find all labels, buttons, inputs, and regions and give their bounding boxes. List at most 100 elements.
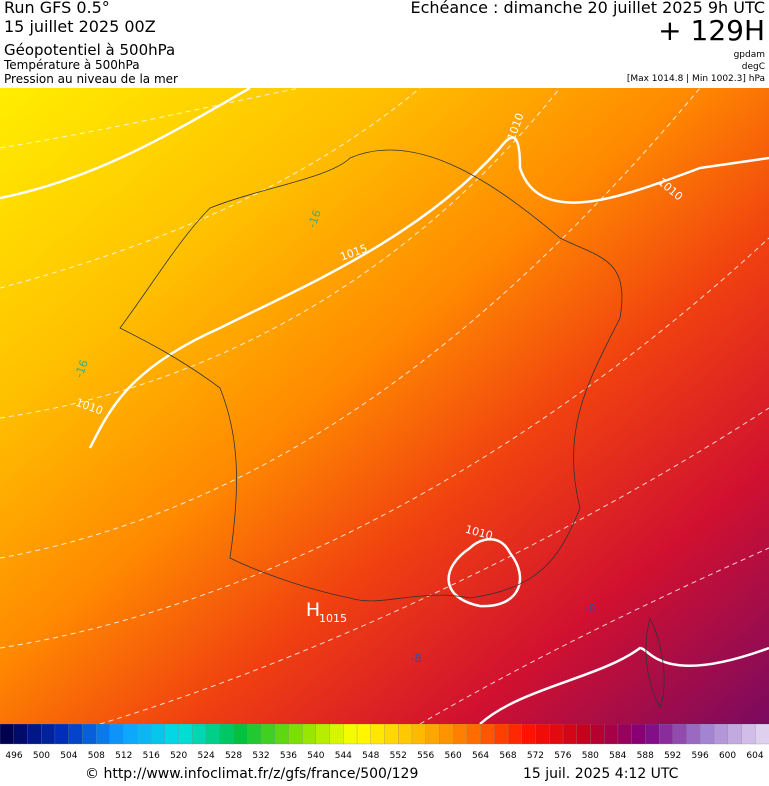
colorbar-cell [260,724,276,745]
colorbar-cell [700,724,715,745]
colorbar-label: 576 [554,751,571,761]
colorbar-label: 524 [198,751,215,761]
country-borders [119,149,665,710]
contour-label: -16 [73,358,91,379]
colorbar-label: 552 [390,751,407,761]
run-title: Run GFS 0.5° [4,0,110,17]
unit: degC [741,62,765,72]
colorbar-cell [150,724,166,745]
colorbar-cell [247,724,262,745]
colorbar-cell [315,724,331,745]
colorbar-cell [576,724,592,745]
unit: gpdam [733,50,765,60]
colorbar-cell [13,724,29,745]
colorbar-label: 520 [170,751,187,761]
colorbar-label: 540 [307,751,324,761]
colorbar-cell [41,724,56,745]
pressure-contours [0,88,769,724]
colorbar-cell [233,724,248,745]
colorbar-cell [343,724,358,745]
colorbar-cell [755,724,769,745]
contour-label: -16 [306,208,324,229]
colorbar-cell [562,724,578,745]
colorbar-cell [82,724,97,745]
colorbar-cell [137,724,152,745]
colorbar-label: 560 [445,751,462,761]
colorbar-cell [329,724,344,745]
contour-label: H [306,599,320,621]
colorbar-cell [54,724,70,745]
colorbar-cell [0,724,15,745]
colorbar-cell [439,724,454,745]
colorbar-label: 600 [719,751,736,761]
colorbar-cell [384,724,399,745]
colorbar-label: 512 [115,751,132,761]
colorbar-cell [604,724,619,745]
colorbar: 496 500 504 508 512 516 520 524 528 532 536 540 544 5… [0,724,769,761]
colorbar-cell [370,724,386,745]
colorbar-cell [453,724,468,745]
colorbar-label: 536 [280,751,297,761]
colorbar-cell [164,724,180,745]
colorbar-cell [645,724,660,745]
colorbar-cell [521,724,537,745]
colorbar-cell [713,724,729,745]
colorbar-cell [466,724,482,745]
colorbar-cell [219,724,235,745]
colorbar-cell [123,724,138,745]
contour-label: -8 [585,602,596,615]
colorbar-cell [631,724,647,745]
colorbar-cell [27,724,42,745]
colorbar-label: 496 [5,751,22,761]
colorbar-cell [741,724,756,745]
colorbar-cell [301,724,317,745]
colorbar-label: 548 [362,751,379,761]
colorbar-label: 580 [582,751,599,761]
colorbar-label: 596 [692,751,709,761]
lead-time: + 129H [658,14,765,47]
colorbar-cell [95,724,111,745]
colorbar-label: 556 [417,751,434,761]
colorbar-cell [109,724,125,745]
colorbar-label: 532 [252,751,269,761]
colorbar-label: 544 [335,751,352,761]
contour-label: 1015 [319,612,347,625]
colorbar-cell [178,724,193,745]
colorbar-cell [590,724,605,745]
colorbar-label: 564 [472,751,489,761]
colorbar-cell [507,724,523,745]
colorbar-cell [205,724,221,745]
colorbar-label: 572 [527,751,544,761]
colorbar-cell [192,724,207,745]
colorbar-label: 604 [746,751,763,761]
source: © http://www.infoclimat.fr/z/gfs/france/… [85,766,419,782]
colorbar-cell [617,724,633,745]
colorbar-cell [356,724,372,745]
colorbar-label: 500 [33,751,50,761]
colorbar-cell [494,724,509,745]
colorbar-label: 528 [225,751,242,761]
colorbar-cell [658,724,674,745]
contour-label: -8 [411,652,422,665]
colorbar-cell [288,724,303,745]
colorbar-label: 516 [143,751,160,761]
colorbar-label: 592 [664,751,681,761]
layer-name: Température à 500hPa [4,58,140,72]
layer-name: Géopotentiel à 500hPa [4,41,176,59]
colorbar-cell [549,724,564,745]
colorbar-cell [274,724,290,745]
colorbar-label: 508 [88,751,105,761]
colorbar-cell [672,724,688,745]
run-date: 15 juillet 2025 00Z [4,17,156,36]
layer-name: Pression au niveau de la mer [4,72,178,86]
pressure-range: [Max 1014.8 | Min 1002.3] hPa [626,74,765,84]
colorbar-cell [480,724,496,745]
colorbar-label: 568 [499,751,516,761]
colorbar-cell [398,724,413,745]
field [0,88,769,724]
valid-time: Echéance : dimanche 20 juillet 2025 9h U… [410,0,765,17]
temperature-contours [0,88,769,724]
colorbar-cell [411,724,427,745]
colorbar-label: 588 [637,751,654,761]
